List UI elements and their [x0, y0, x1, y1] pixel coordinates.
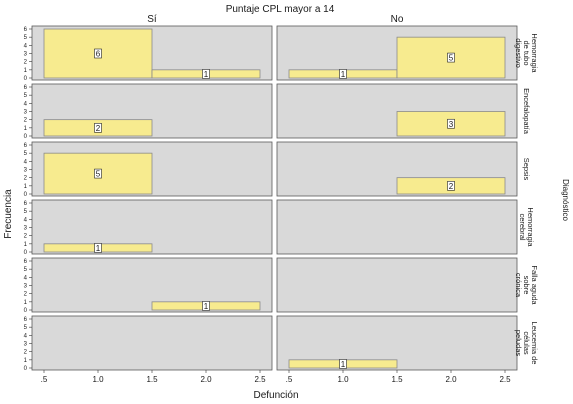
y-tick-label: 0 [24, 366, 28, 372]
y-tick-label: 0 [24, 308, 28, 314]
y-tick-label: 5 [24, 325, 28, 331]
data-label: 1 [341, 70, 346, 79]
x-axis-title: Defunción [253, 390, 298, 401]
y-tick-label: 3 [24, 168, 28, 174]
y-tick-label: 0 [24, 250, 28, 256]
y-tick-label: 3 [24, 342, 28, 348]
data-label-box [339, 69, 347, 79]
data-label: 5 [96, 170, 101, 179]
y-tick-label: 4 [24, 43, 28, 49]
data-label-box [447, 118, 455, 129]
y-tick-label: 6 [24, 27, 28, 33]
row-strip-leucemia-de-celulas-peludas: Leucemia decélulaspeludas [514, 322, 539, 365]
y-tick-label: 5 [24, 267, 28, 273]
y-tick-label: 1 [24, 358, 28, 364]
x-tick-label: 1.0 [92, 375, 104, 384]
y-tick-label: 5 [24, 209, 28, 215]
data-label: 6 [96, 50, 101, 59]
panel-3-1 [276, 199, 518, 255]
y-tick-label: 4 [24, 275, 28, 281]
data-label: 3 [449, 120, 454, 129]
y-tick-label: 1 [24, 242, 28, 248]
y-tick-label: 4 [24, 159, 28, 165]
y-tick-label: 1 [24, 68, 28, 74]
data-label: 2 [449, 182, 454, 191]
y-tick-label: 6 [24, 317, 28, 323]
y-tick-label: 4 [24, 101, 28, 107]
column-header-si: Sí [147, 14, 157, 25]
y-tick-label: 1 [24, 184, 28, 190]
chart-title: Puntaje CPL mayor a 14 [226, 4, 335, 15]
y-tick-label: 1 [24, 300, 28, 306]
y-axis-title: Frecuencia [3, 189, 14, 239]
y-tick-label: 1 [24, 126, 28, 132]
data-label-box [94, 123, 102, 133]
y-tick-label: 5 [24, 35, 28, 41]
data-label-box [447, 181, 455, 191]
x-tick-label: 2.5 [254, 375, 266, 384]
y-tick-label: 2 [24, 176, 28, 182]
y-tick-label: 5 [24, 151, 28, 157]
row-strip-falla-aguda-sobre-cronica: Falla agudasobrecrónica [514, 265, 539, 305]
x-tick-label: .5 [286, 375, 293, 384]
y-tick-label: 2 [24, 350, 28, 356]
column-header-no: No [391, 14, 404, 25]
data-label-box [202, 69, 210, 79]
y-tick-label: 4 [24, 333, 28, 339]
x-tick-label: .5 [41, 375, 48, 384]
x-tick-label: 1.5 [391, 375, 403, 384]
data-label-box [447, 52, 455, 63]
y-tick-label: 0 [24, 76, 28, 82]
data-label-box [94, 48, 102, 59]
y-tick-label: 2 [24, 60, 28, 66]
data-label: 1 [96, 244, 101, 253]
panel-4-1 [276, 257, 518, 313]
y-tick-label: 6 [24, 85, 28, 91]
y-tick-label: 0 [24, 192, 28, 198]
data-label-box [202, 301, 210, 311]
y-tick-label: 4 [24, 217, 28, 223]
row-group-title: Diagnóstico [561, 179, 570, 221]
x-tick-label: 1.5 [146, 375, 158, 384]
row-strip-hemorragia-cerebral: Hemorragiacerebral [518, 207, 535, 247]
x-tick-label: 2.0 [200, 375, 212, 384]
panel-5-0 [31, 315, 273, 371]
y-tick-label: 0 [24, 134, 28, 140]
x-tick-label: 2.5 [499, 375, 511, 384]
x-tick-label: 1.0 [337, 375, 349, 384]
y-tick-label: 3 [24, 52, 28, 58]
data-label: 1 [204, 70, 209, 79]
y-tick-label: 3 [24, 110, 28, 116]
data-label: 1 [341, 360, 346, 369]
data-label-box [94, 168, 102, 179]
row-strip-hemorragia-de-tubo-digestivo: Hemorragiade tubodigestivo [514, 33, 539, 73]
row-strip-encefalopatia: Encefalopatía [522, 88, 531, 135]
x-tick-label: 2.0 [445, 375, 457, 384]
y-tick-label: 2 [24, 118, 28, 124]
y-tick-label: 3 [24, 226, 28, 232]
row-strip-sepsis: Sepsis [522, 158, 531, 181]
y-tick-label: 2 [24, 292, 28, 298]
data-label: 1 [204, 302, 209, 311]
data-label: 2 [96, 124, 101, 133]
y-tick-label: 6 [24, 143, 28, 149]
y-tick-label: 5 [24, 93, 28, 99]
y-tick-label: 6 [24, 201, 28, 207]
panel-grid: 0 1 2 3 4 5 6 Hemorragiade tubodigestivo 0 1 2 3 4 5 6… [24, 25, 539, 384]
y-tick-label: 6 [24, 259, 28, 265]
y-tick-label: 2 [24, 234, 28, 240]
y-tick-label: 3 [24, 284, 28, 290]
data-label-box [339, 359, 347, 369]
data-label: 5 [449, 54, 454, 63]
data-label-box [94, 243, 102, 253]
